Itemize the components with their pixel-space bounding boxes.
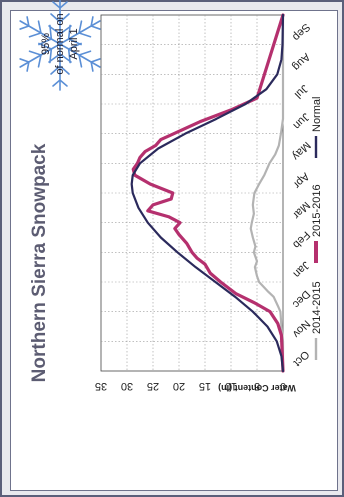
y-tick-label: 0 [280,380,286,392]
snowflake-badge: 95% of normal on April 1 [19,0,101,91]
legend: 2014-2015 2015-2016 Normal [311,97,323,360]
x-tick-label: Mar [290,199,312,221]
badge-normal-label: of normal on [54,13,66,74]
x-tick-label: Apr [291,170,312,191]
y-tick-label: 5 [254,380,260,392]
x-tick-label: Jan [291,259,312,280]
snowflake-icon [19,0,101,91]
chart-title: Northern Sierra Snowpack [29,143,50,382]
x-tick-label: Oct [291,348,312,369]
y-axis-label: Water Content (in) [218,383,296,393]
x-tick-label: Feb [290,229,312,251]
x-tick-label: Jun [291,110,312,131]
series-lines [130,13,285,373]
x-tick-labels: Oct Nov Dec Jan Feb Mar Apr May Jun Jul Aug Sep [289,21,313,369]
y-tick-label: 10 [225,380,237,392]
y-tick-label: 35 [95,380,107,392]
badge-date: April 1 [68,28,80,59]
x-tick-label: Jul [292,82,310,100]
y-tick-labels: 0 5 10 15 20 25 30 35 [95,380,286,392]
badge-percent: 95% [40,33,52,55]
x-tick-label: May [289,139,313,163]
x-tick-label: Aug [290,50,312,72]
legend-entry: 2014-2015 [311,281,323,334]
series-line-2015-2016 [131,13,285,373]
x-tick-label: Nov [290,317,313,340]
y-tick-label: 25 [147,380,159,392]
y-tick-label: 15 [199,380,211,392]
x-tick-label: Dec [290,288,313,311]
series-line-2014-2015 [249,13,285,373]
x-tick-label: Sep [290,21,312,43]
legend-entry: Normal [311,97,323,132]
legend-entry: 2015-2016 [311,184,323,237]
series-line-normal [130,13,285,373]
y-tick-label: 30 [121,380,133,392]
y-tick-label: 20 [173,380,185,392]
